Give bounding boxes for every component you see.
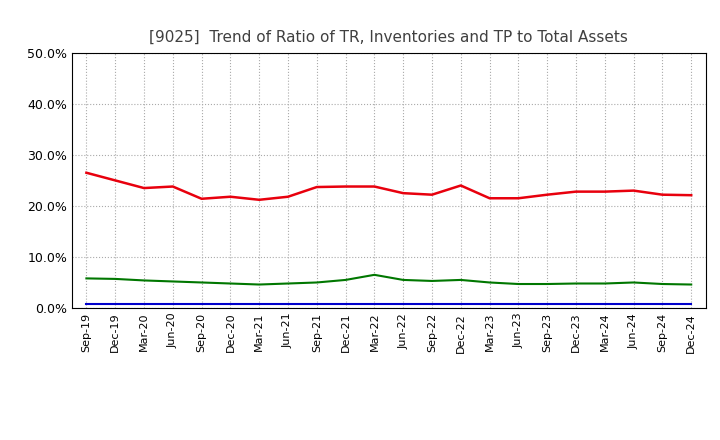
- Trade Payables: [370, 272, 379, 278]
- Inventories: [255, 302, 264, 307]
- Inventories: [514, 302, 523, 307]
- Trade Payables: [197, 280, 206, 285]
- Line: Trade Receivables: Trade Receivables: [86, 173, 691, 200]
- Trade Payables: [399, 277, 408, 282]
- Inventories: [197, 302, 206, 307]
- Inventories: [543, 302, 552, 307]
- Trade Payables: [226, 281, 235, 286]
- Trade Receivables: [456, 183, 465, 188]
- Trade Payables: [284, 281, 292, 286]
- Inventories: [284, 302, 292, 307]
- Inventories: [312, 302, 321, 307]
- Trade Payables: [658, 281, 667, 286]
- Trade Receivables: [82, 170, 91, 176]
- Inventories: [629, 302, 638, 307]
- Trade Payables: [543, 281, 552, 286]
- Trade Payables: [687, 282, 696, 287]
- Inventories: [370, 302, 379, 307]
- Line: Trade Payables: Trade Payables: [86, 275, 691, 285]
- Trade Payables: [312, 280, 321, 285]
- Trade Payables: [82, 276, 91, 281]
- Trade Receivables: [370, 184, 379, 189]
- Trade Receivables: [514, 196, 523, 201]
- Inventories: [428, 302, 436, 307]
- Inventories: [82, 302, 91, 307]
- Inventories: [687, 302, 696, 307]
- Trade Receivables: [629, 188, 638, 193]
- Trade Receivables: [341, 184, 350, 189]
- Inventories: [140, 302, 148, 307]
- Inventories: [226, 302, 235, 307]
- Inventories: [572, 302, 580, 307]
- Trade Payables: [140, 278, 148, 283]
- Trade Receivables: [255, 197, 264, 202]
- Inventories: [399, 302, 408, 307]
- Trade Payables: [485, 280, 494, 285]
- Trade Receivables: [485, 196, 494, 201]
- Trade Payables: [111, 276, 120, 282]
- Inventories: [600, 302, 609, 307]
- Trade Payables: [428, 279, 436, 284]
- Trade Receivables: [312, 184, 321, 190]
- Trade Receivables: [572, 189, 580, 194]
- Trade Receivables: [226, 194, 235, 199]
- Inventories: [456, 302, 465, 307]
- Inventories: [168, 302, 177, 307]
- Trade Payables: [341, 277, 350, 282]
- Trade Payables: [600, 281, 609, 286]
- Title: [9025]  Trend of Ratio of TR, Inventories and TP to Total Assets: [9025] Trend of Ratio of TR, Inventories…: [149, 29, 629, 45]
- Trade Payables: [629, 280, 638, 285]
- Trade Receivables: [687, 193, 696, 198]
- Inventories: [111, 302, 120, 307]
- Trade Receivables: [600, 189, 609, 194]
- Trade Receivables: [399, 191, 408, 196]
- Trade Receivables: [428, 192, 436, 197]
- Trade Receivables: [658, 192, 667, 197]
- Inventories: [341, 302, 350, 307]
- Trade Receivables: [543, 192, 552, 197]
- Inventories: [485, 302, 494, 307]
- Trade Payables: [572, 281, 580, 286]
- Inventories: [658, 302, 667, 307]
- Trade Receivables: [111, 178, 120, 183]
- Trade Receivables: [284, 194, 292, 199]
- Trade Payables: [514, 281, 523, 286]
- Trade Receivables: [168, 184, 177, 189]
- Trade Payables: [456, 277, 465, 282]
- Trade Payables: [255, 282, 264, 287]
- Trade Receivables: [140, 185, 148, 191]
- Trade Receivables: [197, 196, 206, 202]
- Trade Payables: [168, 279, 177, 284]
